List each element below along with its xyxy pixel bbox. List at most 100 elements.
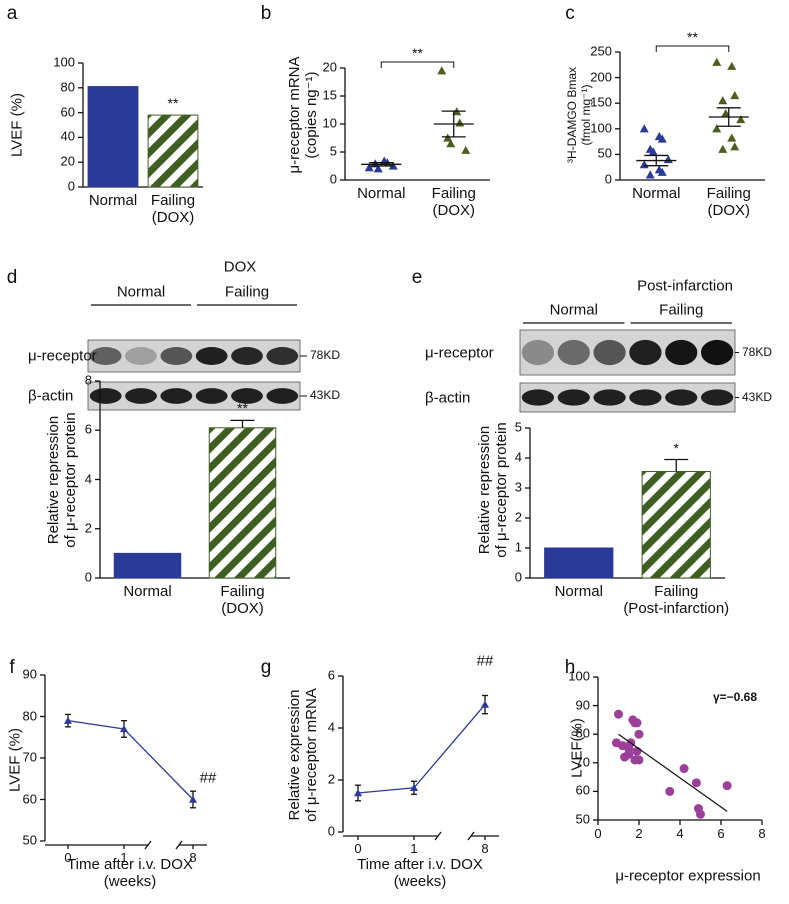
x-tick-label: Normal <box>357 185 406 202</box>
axis-break <box>434 831 442 841</box>
axis-break <box>175 840 183 850</box>
y-tick-label: 0 <box>84 569 92 585</box>
sem-bar <box>441 110 466 138</box>
blot-band <box>125 388 157 404</box>
panel-label: e <box>411 267 423 289</box>
size-label: 78KD <box>310 348 341 363</box>
dot <box>712 124 722 133</box>
bar <box>544 547 614 579</box>
dot <box>648 147 658 156</box>
blot-band <box>665 389 698 406</box>
x-tick-label: Failing (DOX) <box>706 185 751 220</box>
dot <box>657 167 667 176</box>
blot-band <box>629 339 662 366</box>
dot <box>718 144 728 153</box>
y-tick-label: 100 <box>590 120 612 136</box>
size-label: 78KD <box>742 344 773 359</box>
y-tick-label: 50 <box>597 145 612 161</box>
sem-bar <box>369 161 394 167</box>
x-tick-label: 1 <box>120 850 128 865</box>
dot <box>736 115 746 124</box>
x-tick-label: 8 <box>189 850 197 865</box>
blot-row <box>519 382 736 413</box>
y-tick-label: 3 <box>514 479 522 495</box>
blot-band <box>195 388 228 404</box>
dot <box>639 160 649 169</box>
bar <box>147 114 199 188</box>
y-tick-label: 4 <box>84 471 92 487</box>
y-tick-label: 2 <box>327 771 335 787</box>
significance: * <box>673 439 679 456</box>
blot-band <box>557 339 590 366</box>
dot <box>657 134 667 143</box>
blot-band <box>195 347 228 365</box>
dot <box>443 133 453 142</box>
dot <box>446 139 456 148</box>
blot-row <box>519 329 736 376</box>
y-tick-label: 20 <box>60 153 75 169</box>
y-tick-label: 80 <box>22 708 37 724</box>
x-tick-label: 4 <box>676 826 684 841</box>
y-tick-label: 100 <box>568 668 590 684</box>
dot <box>727 133 737 142</box>
significance: ** <box>167 95 179 112</box>
dot <box>437 66 447 75</box>
point <box>634 755 644 765</box>
point <box>696 809 705 819</box>
y-tick-label: 0 <box>327 823 335 839</box>
x-tick-label: 0 <box>594 826 602 841</box>
dot <box>730 91 740 100</box>
dot <box>370 159 380 168</box>
y-tick-label: 90 <box>575 697 590 713</box>
y-tick-label: 2 <box>84 520 92 536</box>
blot-band <box>593 339 626 366</box>
point <box>614 709 623 719</box>
y-tick-label: 60 <box>60 104 75 120</box>
x-tick-label: 8 <box>481 841 489 856</box>
y-axis-title: LVEF (%) <box>6 728 24 792</box>
x-tick-label: 8 <box>758 826 766 841</box>
y-tick-label: 5 <box>329 143 337 159</box>
y-tick-label: 90 <box>22 666 37 682</box>
lane-label: Failing <box>659 301 704 319</box>
y-tick-label: 50 <box>22 832 37 848</box>
y-tick-label: 1 <box>514 539 522 555</box>
panel-label: c <box>565 3 575 25</box>
marker <box>120 724 128 733</box>
trend-line <box>618 733 728 812</box>
blot-band <box>125 347 157 365</box>
y-tick-label: 80 <box>60 79 75 95</box>
x-tick-label: Failing (DOX) <box>150 192 196 227</box>
x-tick-label: Failing (Post-infarction) <box>623 583 730 618</box>
y-axis-title: LVEF (%) <box>8 93 26 157</box>
point <box>691 778 701 788</box>
series-line <box>357 704 486 794</box>
dot <box>639 124 649 133</box>
point <box>624 749 634 759</box>
size-label: 43KD <box>742 389 773 404</box>
size-label: 43KD <box>310 388 341 403</box>
x-tick-label: Normal <box>632 185 681 202</box>
lane-label: Failing <box>224 283 270 301</box>
error-bar <box>664 458 689 472</box>
significance-bracket <box>655 45 730 52</box>
y-tick-label: 70 <box>575 754 590 770</box>
y-tick-label: 6 <box>327 667 335 683</box>
point <box>665 786 675 796</box>
annotation: ## <box>199 769 217 787</box>
y-tick-label: 60 <box>575 782 590 798</box>
sem-bar <box>644 154 669 167</box>
blot-title: DOX <box>223 258 257 276</box>
y-tick-label: 15 <box>322 87 337 103</box>
blot-band <box>521 389 555 406</box>
dot <box>718 96 728 105</box>
dot <box>727 61 737 70</box>
y-tick-label: 40 <box>60 128 75 144</box>
significance: ** <box>687 28 698 45</box>
panel-label: g <box>260 657 272 679</box>
panel-label: f <box>9 657 15 679</box>
y-tick-label: 250 <box>590 43 612 59</box>
marker <box>481 700 489 708</box>
